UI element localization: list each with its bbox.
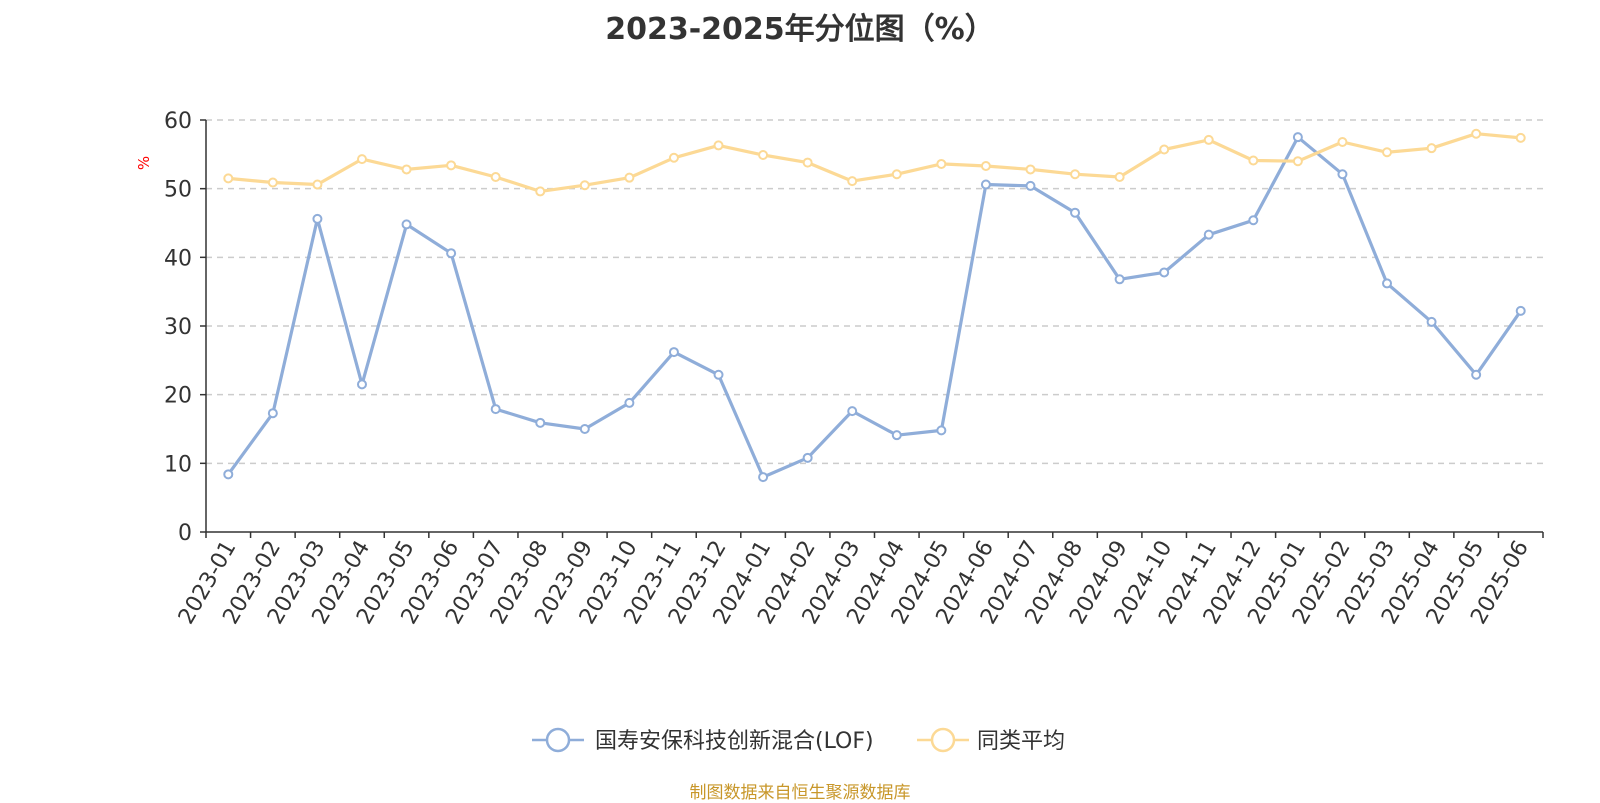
data-point-0 xyxy=(1337,169,1348,180)
data-point-1 xyxy=(980,161,991,172)
data-point-1 xyxy=(1515,132,1526,143)
data-point-0 xyxy=(1070,207,1081,218)
data-point-0 xyxy=(312,213,323,224)
data-point-0 xyxy=(758,472,769,483)
y-tick-label: 10 xyxy=(164,452,192,477)
data-point-1 xyxy=(668,152,679,163)
data-point-1 xyxy=(267,177,278,188)
data-point-1 xyxy=(490,171,501,182)
data-point-0 xyxy=(891,430,902,441)
data-point-1 xyxy=(1070,169,1081,180)
data-point-1 xyxy=(1337,136,1348,147)
data-point-0 xyxy=(713,369,724,380)
data-point-1 xyxy=(223,173,234,184)
data-point-0 xyxy=(356,379,367,390)
data-point-1 xyxy=(1114,171,1125,182)
data-point-0 xyxy=(1426,316,1437,327)
data-point-1 xyxy=(891,169,902,180)
data-point-0 xyxy=(980,179,991,190)
data-point-1 xyxy=(579,180,590,191)
data-point-0 xyxy=(1515,305,1526,316)
data-point-1 xyxy=(1471,128,1482,139)
data-point-0 xyxy=(490,404,501,415)
data-point-1 xyxy=(1203,134,1214,145)
data-point-1 xyxy=(1426,143,1437,154)
data-point-0 xyxy=(1025,180,1036,191)
data-source-note: 制图数据来自恒生聚源数据库 xyxy=(689,783,911,803)
data-point-1 xyxy=(356,154,367,165)
legend: 国寿安保科技创新混合(LOF) 同类平均 xyxy=(532,727,1065,754)
data-point-0 xyxy=(624,397,635,408)
data-point-1 xyxy=(312,179,323,190)
data-point-1 xyxy=(713,140,724,151)
legend-marker-0 xyxy=(545,727,571,753)
grid-lines xyxy=(206,119,1543,465)
legend-label-0: 国寿安保科技创新混合(LOF) xyxy=(595,729,874,754)
data-point-0 xyxy=(1248,215,1259,226)
legend-label-1: 同类平均 xyxy=(977,729,1065,754)
data-point-1 xyxy=(1025,164,1036,175)
y-tick-label: 0 xyxy=(178,521,192,546)
series-line-0 xyxy=(227,135,1523,479)
data-point-0 xyxy=(535,417,546,428)
chart-title: 2023-2025年分位图（%） xyxy=(605,12,995,47)
data-point-1 xyxy=(847,176,858,187)
data-point-0 xyxy=(1292,132,1303,143)
data-point-1 xyxy=(1382,147,1393,158)
y-tick-label: 50 xyxy=(164,178,192,203)
data-point-0 xyxy=(1382,278,1393,289)
series-line-1 xyxy=(228,132,1521,193)
data-point-1 xyxy=(936,158,947,169)
data-point-0 xyxy=(802,452,813,463)
data-point-0 xyxy=(267,408,278,419)
y-tick-label: 60 xyxy=(164,109,192,134)
data-point-0 xyxy=(1471,369,1482,380)
data-point-1 xyxy=(1248,155,1259,166)
data-point-0 xyxy=(1203,229,1214,240)
data-point-0 xyxy=(401,219,412,230)
data-point-0 xyxy=(1114,274,1125,285)
data-point-1 xyxy=(401,164,412,175)
data-point-1 xyxy=(758,150,769,161)
data-point-1 xyxy=(1292,156,1303,167)
data-point-0 xyxy=(1159,267,1170,278)
data-point-0 xyxy=(668,347,679,358)
series-lines xyxy=(223,128,1526,483)
y-tick-label: 40 xyxy=(164,246,192,271)
data-point-0 xyxy=(936,425,947,436)
data-point-0 xyxy=(446,248,457,259)
y-tick-label: 20 xyxy=(164,384,192,409)
data-point-1 xyxy=(535,186,546,197)
data-point-0 xyxy=(847,406,858,417)
y-tick-label: 30 xyxy=(164,315,192,340)
data-point-1 xyxy=(446,160,457,171)
data-point-0 xyxy=(579,424,590,434)
axes: 0102030405060%2023-012023-022023-032023-… xyxy=(135,109,1544,629)
y-axis-label: % xyxy=(135,156,153,170)
legend-marker-1 xyxy=(930,727,956,753)
data-point-1 xyxy=(1159,144,1170,155)
data-point-1 xyxy=(624,172,635,183)
data-point-0 xyxy=(223,469,234,480)
data-point-1 xyxy=(802,157,813,168)
